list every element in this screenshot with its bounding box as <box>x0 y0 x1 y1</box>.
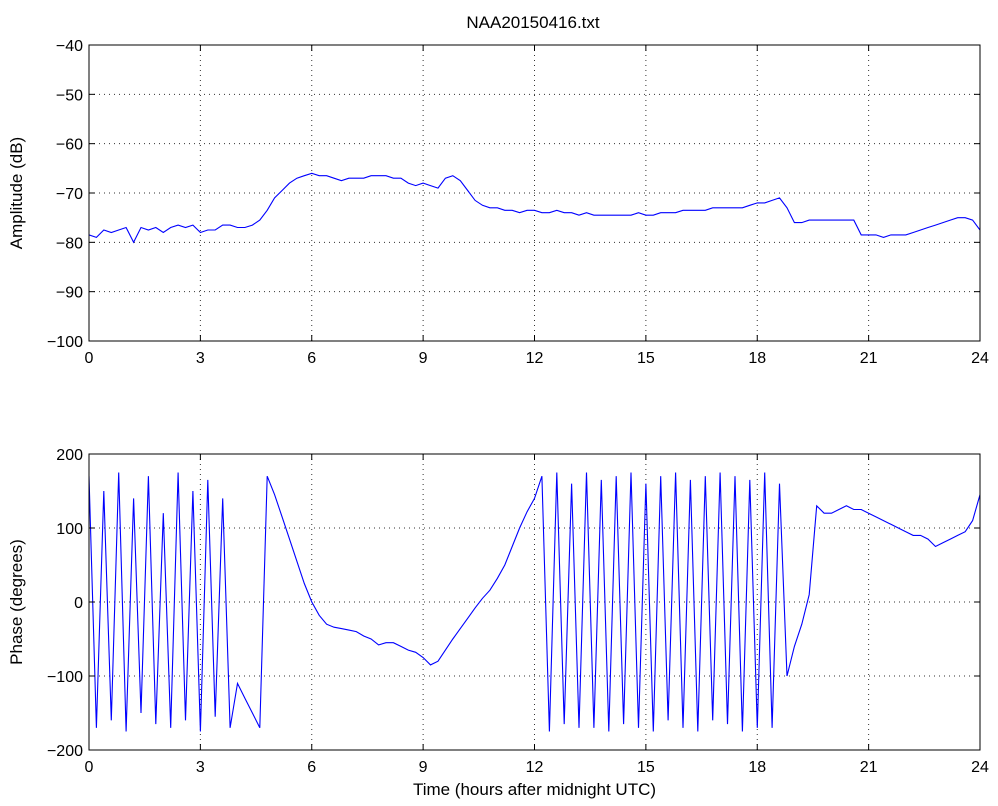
amplitude-x-tick-label: 18 <box>748 350 766 367</box>
amplitude-y-tick-label: −40 <box>56 38 83 55</box>
amplitude-y-tick-label: −90 <box>56 285 83 302</box>
amplitude-x-tick-label: 21 <box>860 350 878 367</box>
phase-x-axis-label: Time (hours after midnight UTC) <box>413 780 656 799</box>
phase-x-tick-label: 6 <box>307 759 316 776</box>
phase-y-axis-label: Phase (degrees) <box>7 539 26 665</box>
amplitude-y-axis-label: Amplitude (dB) <box>7 137 26 249</box>
amplitude-y-tick-label: −60 <box>56 137 83 154</box>
phase-x-tick-label: 21 <box>860 759 878 776</box>
amplitude-y-tick-label: −70 <box>56 186 83 203</box>
phase-y-tick-label: 200 <box>56 447 83 464</box>
phase-x-tick-label: 12 <box>526 759 544 776</box>
amplitude-x-tick-label: 15 <box>637 350 655 367</box>
amplitude-x-tick-label: 9 <box>419 350 428 367</box>
amplitude-y-tick-label: −50 <box>56 87 83 104</box>
amplitude-x-tick-label: 12 <box>526 350 544 367</box>
amplitude-y-tick-label: −100 <box>47 334 83 351</box>
chart-title: NAA20150416.txt <box>466 13 600 32</box>
amplitude-series-line <box>89 172 980 244</box>
amplitude-plot: 0 3 6 9 12 15 18 21 24 −100 −90 −80 −70 −60 −50 −40 Ampl… <box>7 38 989 367</box>
phase-x-tick-label: 18 <box>748 759 766 776</box>
phase-series-line <box>89 472 980 732</box>
phase-x-tick-label: 3 <box>196 759 205 776</box>
amplitude-y-tick-label: −80 <box>56 235 83 252</box>
phase-x-tick-label: 15 <box>637 759 655 776</box>
phase-plot: 0 3 6 9 12 15 18 21 24 −200 −100 0 100 200 Phase (degr… <box>7 447 989 799</box>
phase-x-tick-label: 9 <box>419 759 428 776</box>
amplitude-x-tick-label: 24 <box>971 350 989 367</box>
phase-y-tick-label: 100 <box>56 521 83 538</box>
amplitude-x-tick-label: 6 <box>307 350 316 367</box>
phase-x-tick-label: 0 <box>85 759 94 776</box>
amplitude-x-tick-label: 3 <box>196 350 205 367</box>
amplitude-x-tick-label: 0 <box>85 350 94 367</box>
phase-y-tick-label: −200 <box>47 743 83 760</box>
phase-y-tick-label: 0 <box>74 595 83 612</box>
phase-x-tick-label: 24 <box>971 759 989 776</box>
phase-y-tick-label: −100 <box>47 669 83 686</box>
